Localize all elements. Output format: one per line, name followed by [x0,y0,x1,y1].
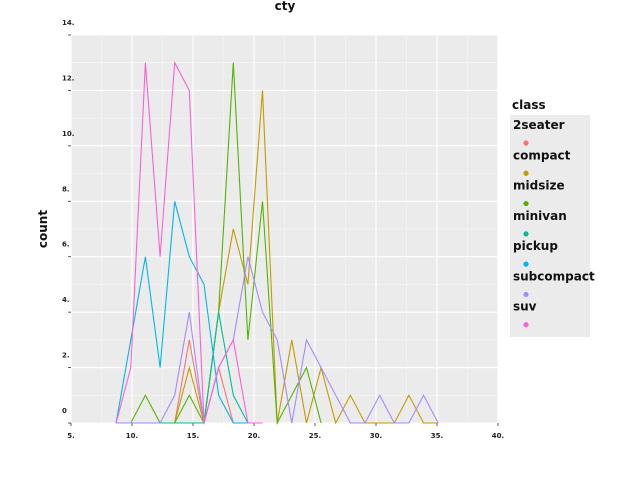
chart-title: cty [275,0,296,13]
y-tick-label: 8. [62,185,70,193]
axes: 5. 10. 15. 20. 25. 30. 35. 40. 0 2. 4. 6. 8. 10. 12. 14… [62,19,504,440]
legend-key-midsize [523,200,529,207]
legend-label-minivan: minivan [513,209,567,223]
x-tick-label: 25. [309,432,321,440]
y-tick-label: 0 [62,407,67,415]
x-tick-label: 15. [187,432,199,440]
legend-label-subcompact: subcompact [513,269,595,283]
legend-key-subcompact [523,291,529,298]
series-line-suv [115,60,263,424]
y-tick-label: 2. [62,352,70,360]
legend-box [510,115,590,337]
legend-label-midsize: midsize [513,179,565,193]
legend-key-compact [523,170,529,176]
x-tick-label: 30. [370,432,382,440]
legend: 2seater compact midsize minivan pickup subcom… [510,115,595,337]
y-tick-label: 14. [62,19,74,27]
legend-title: class [512,98,546,112]
y-tick-label: 4. [62,296,70,304]
series-line-pickup [115,201,248,424]
y-tick-label: 6. [62,241,70,249]
series-line-subcompact [116,256,439,424]
x-tick-label: 10. [126,432,138,440]
legend-label-suv: suv [513,300,537,314]
y-tick-label: 10. [62,130,74,138]
x-tick-label: 20. [248,432,260,440]
legend-label-pickup: pickup [513,239,558,253]
legend-key-pickup [523,261,529,267]
x-tick-label: 40. [492,432,504,440]
legend-key-minivan [523,231,529,237]
x-tick-label: 35. [431,432,443,440]
series-group [115,60,439,425]
legend-label-2seater: 2seater [513,118,565,132]
x-tick-label: 5. [67,432,75,440]
legend-label-compact: compact [513,148,571,162]
legend-key-suv [523,322,529,328]
legend-key-2seater [523,140,529,146]
y-axis-title: count [36,210,50,248]
y-tick-label: 12. [62,74,74,82]
gridlines [70,34,499,424]
